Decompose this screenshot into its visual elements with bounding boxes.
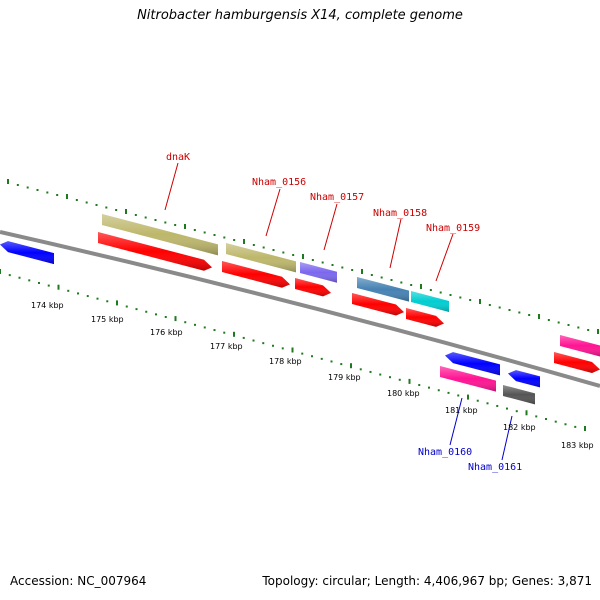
gene-label-nham-0156: Nham_0156 [252,177,306,188]
cds-nham-0160-shading [445,352,500,376]
gene-nham-0161-shading [503,385,535,405]
scale-labels: 174 kbp 175 kbp 176 kbp 177 kbp 178 kbp … [31,301,594,450]
forward-tick-marks [7,179,599,334]
gene-left-edge-reverse-shading [0,241,54,265]
accession-text: Accession: NC_007964 [10,574,147,588]
cds-nham-0161-shading [508,370,540,388]
gene-callouts [164,162,513,461]
gene-right-edge-shading [560,335,600,357]
gene-label-nham-0159: Nham_0159 [426,223,480,234]
scale-label-178: 178 kbp [269,357,302,366]
genome-summary-text: Topology: circular; Length: 4,406,967 bp… [262,574,592,588]
scale-label-175: 175 kbp [91,315,124,324]
scale-label-177: 177 kbp [210,342,243,351]
scale-label-181: 181 kbp [445,406,478,415]
gene-nham-0160-shading [440,366,496,392]
reverse-tick-marks [0,269,586,431]
gene-features [0,214,600,405]
backbone-line [0,230,600,388]
cds-nham-0159-shading [406,308,444,327]
gene-label-nham-0161: Nham_0161 [468,462,522,473]
gene-nham-0156-shading [226,243,296,273]
gene-label-nham-0158: Nham_0158 [373,208,427,219]
scale-label-183: 183 kbp [561,441,594,450]
scale-label-179: 179 kbp [328,373,361,382]
gene-nham-0159-shading [411,291,449,312]
gene-label-dnak: dnaK [166,152,190,163]
callout-nham-0159 [435,233,454,282]
callout-nham-0161 [501,415,513,461]
callout-nham-0157 [323,203,338,251]
gene-nham-0158-shading [357,277,409,302]
gene-labels: dnaK Nham_0156 Nham_0157 Nham_0158 Nham_… [166,152,522,473]
scale-label-176: 176 kbp [150,328,183,337]
gene-label-nham-0157: Nham_0157 [310,192,364,203]
gene-label-nham-0160: Nham_0160 [418,447,472,458]
genome-backbone [0,230,600,388]
callout-nham-0160 [449,397,463,446]
scale-label-180: 180 kbp [387,389,420,398]
cds-nham-0158-shading [352,293,404,316]
callout-nham-0158 [389,218,402,269]
cds-nham-0156-shading [222,261,290,288]
callout-nham-0156 [265,188,281,237]
cds-right-edge-shading [554,352,600,373]
scale-label-174: 174 kbp [31,301,64,310]
scale-label-182: 182 kbp [503,423,536,432]
cds-nham-0157-shading [295,278,331,297]
map-title: Nitrobacter hamburgensis X14, complete g… [137,8,463,23]
cds-dnak-shading [98,232,212,271]
gene-dnak-shading [102,214,218,256]
callout-dnak [164,162,179,211]
gene-nham-0157-shading [300,262,337,283]
